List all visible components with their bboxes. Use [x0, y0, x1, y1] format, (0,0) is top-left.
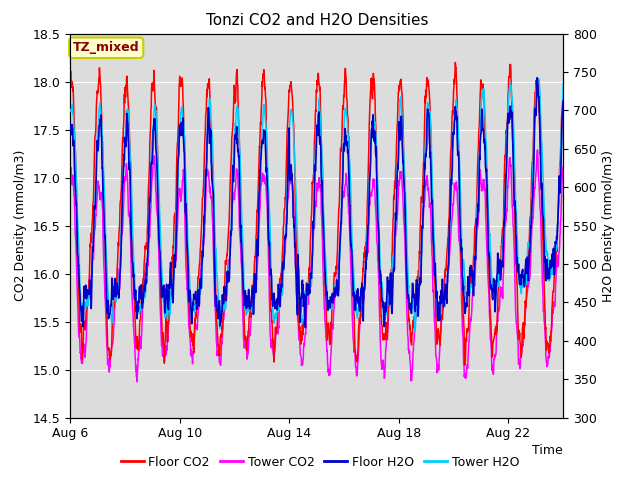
Text: TZ_mixed: TZ_mixed [73, 41, 140, 54]
Y-axis label: CO2 Density (mmol/m3): CO2 Density (mmol/m3) [14, 150, 28, 301]
Title: Tonzi CO2 and H2O Densities: Tonzi CO2 and H2O Densities [205, 13, 428, 28]
Text: Time: Time [532, 444, 563, 457]
Y-axis label: H2O Density (mmol/m3): H2O Density (mmol/m3) [602, 150, 616, 301]
Legend: Floor CO2, Tower CO2, Floor H2O, Tower H2O: Floor CO2, Tower CO2, Floor H2O, Tower H… [116, 451, 524, 474]
